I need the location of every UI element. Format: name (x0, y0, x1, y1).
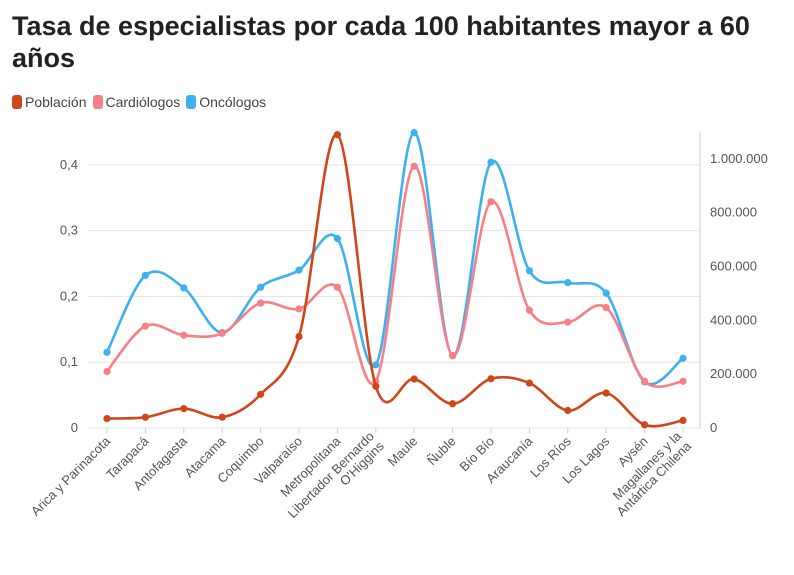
x-tick-label: Arica y Parinacota (28, 433, 114, 519)
y-right-tick-label: 0 (710, 420, 717, 435)
data-point-oncologos (295, 266, 303, 274)
y-right-tick-label: 600.000 (710, 259, 757, 274)
data-point-cardiologos (218, 329, 226, 337)
data-point-cardiologos (564, 318, 572, 326)
data-point-cardiologos (333, 283, 341, 291)
data-point-oncologos (257, 283, 265, 291)
data-point-cardiologos (641, 377, 649, 385)
data-point-poblacion (218, 413, 226, 421)
data-point-poblacion (525, 379, 534, 387)
data-point-poblacion (257, 390, 265, 398)
data-point-oncologos (410, 129, 418, 137)
data-point-cardiologos (487, 198, 495, 206)
y-right-tick-label: 1.000.000 (710, 151, 768, 166)
x-tick-label: Magallanes y laAntártica Chilena (604, 428, 695, 519)
data-point-oncologos (333, 234, 341, 243)
data-point-cardiologos (103, 367, 111, 376)
series-line-cardiologos (105, 164, 685, 388)
legend-item-oncologos[interactable]: Oncólogos (186, 94, 266, 110)
data-point-poblacion (602, 389, 610, 397)
y-left-tick-label: 0 (71, 420, 78, 435)
legend: Población Cardiólogos Oncólogos (12, 93, 272, 111)
y-left-tick-label: 0,1 (60, 354, 78, 369)
data-point-poblacion (103, 414, 111, 423)
data-point-oncologos (180, 284, 188, 292)
y-right-tick-label: 800.000 (710, 205, 757, 220)
data-point-poblacion (679, 416, 687, 425)
legend-label-oncologos: Oncólogos (199, 94, 267, 110)
data-point-cardiologos (295, 305, 303, 313)
data-point-poblacion (141, 413, 149, 421)
data-point-poblacion (564, 406, 572, 415)
data-point-cardiologos (410, 162, 418, 170)
data-point-cardiologos (602, 304, 610, 312)
legend-label-cardiologos: Cardiólogos (105, 94, 181, 110)
x-tick-label: Ñuble (424, 434, 459, 469)
data-point-oncologos (525, 267, 534, 275)
data-point-oncologos (679, 354, 687, 362)
data-point-cardiologos (180, 331, 188, 339)
legend-item-cardiologos[interactable]: Cardiólogos (92, 94, 181, 110)
legend-item-poblacion[interactable]: Población (12, 94, 87, 110)
y-left-tick-label: 0,2 (60, 288, 78, 303)
series-line-poblacion (105, 133, 685, 428)
data-point-poblacion (372, 382, 380, 390)
data-point-oncologos (564, 279, 572, 287)
data-point-oncologos (372, 361, 380, 369)
data-point-cardiologos (257, 299, 265, 307)
data-point-poblacion (641, 421, 649, 429)
y-left-tick-label: 0,4 (60, 157, 78, 172)
data-point-oncologos (103, 348, 111, 356)
data-point-oncologos (602, 289, 610, 297)
y-right-tick-label: 400.000 (710, 312, 757, 327)
legend-swatch-oncologos (186, 95, 197, 109)
data-point-poblacion (333, 131, 341, 139)
data-point-oncologos (141, 271, 149, 279)
y-left-tick-label: 0,3 (60, 223, 78, 238)
data-point-poblacion (449, 400, 457, 408)
legend-swatch-poblacion (12, 95, 22, 109)
y-right-tick-label: 200.000 (710, 366, 757, 381)
data-point-poblacion (487, 375, 495, 383)
x-tick-label-line: Arica y Parinacota (28, 433, 114, 519)
data-point-cardiologos (141, 322, 149, 330)
legend-swatch-cardiologos (92, 95, 103, 109)
data-point-poblacion (180, 405, 188, 413)
x-tick-label-line: Ñuble (424, 434, 459, 469)
data-point-cardiologos (679, 377, 687, 385)
data-point-poblacion (410, 375, 418, 383)
data-point-poblacion (295, 332, 303, 341)
data-point-cardiologos (449, 352, 457, 360)
data-point-cardiologos (525, 306, 534, 314)
x-tick-label: Maule (385, 434, 421, 470)
legend-label-poblacion: Población (25, 94, 87, 110)
chart-title: Tasa de especialistas por cada 100 habit… (12, 11, 750, 73)
data-point-oncologos (487, 158, 495, 166)
x-tick-label-line: Maule (385, 434, 421, 470)
